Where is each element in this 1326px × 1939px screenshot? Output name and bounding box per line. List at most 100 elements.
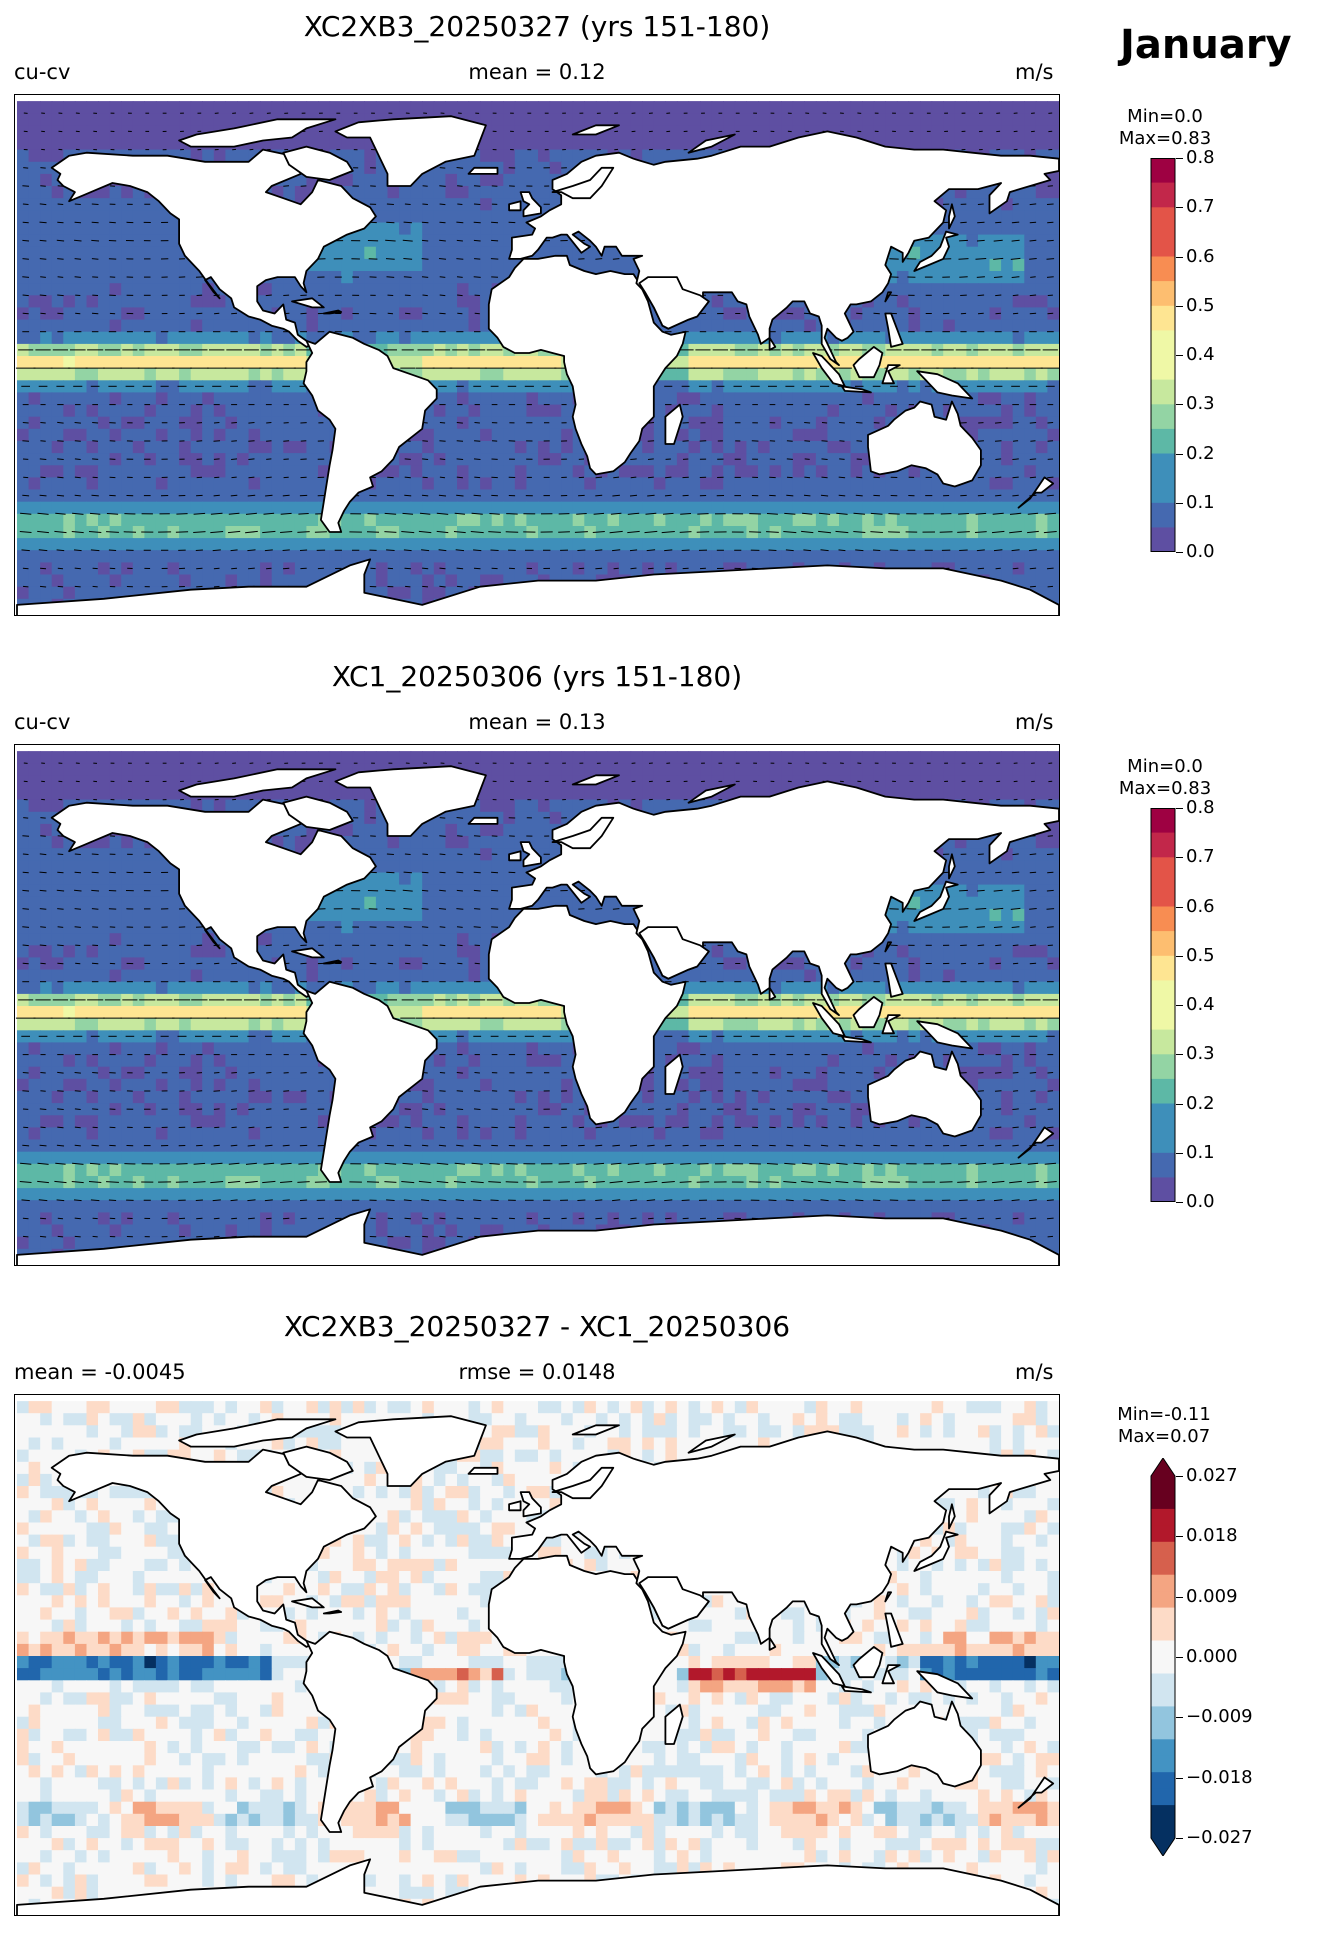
colorbar-tick-mark (1176, 1838, 1183, 1839)
colorbar-tick-label: 0.018 (1186, 1525, 1238, 1547)
landmasses (16, 115, 1059, 615)
colorbar-tick-mark (1176, 1202, 1183, 1203)
new-zealand-landmass (1017, 1126, 1055, 1159)
africa-landmass (487, 254, 687, 476)
uk-landmass (519, 191, 542, 218)
panel-1-cb-min: Min=0.0 (1127, 106, 1203, 127)
south-america-landmass (302, 1630, 438, 1833)
colorbar-tick-label: 0.6 (1186, 245, 1215, 267)
colorbar-tick-mark (1176, 1777, 1183, 1779)
antarctica-landmass (16, 558, 1059, 615)
arctic-islands-landmass (178, 768, 337, 798)
colorbar-tick-mark (1176, 1657, 1183, 1658)
philippines-landmass (884, 1612, 904, 1648)
hispaniola-landmass (322, 1609, 343, 1615)
eurasia-landmass (508, 780, 1059, 1017)
sakhalin-landmass (948, 1503, 956, 1530)
colorbar-tick-label: 0.3 (1186, 393, 1215, 415)
colorbar-tick-mark (1176, 1536, 1183, 1538)
sulawesi-landmass (881, 364, 901, 385)
velocity-arrows (15, 762, 1059, 1238)
panel-1-colorbar (1150, 158, 1176, 552)
java-landmass (841, 1685, 872, 1694)
panel-1-units: m/s (1015, 60, 1054, 84)
colorbar-tick-label: 0.7 (1186, 846, 1215, 868)
sri-lanka-landmass (768, 336, 777, 351)
north-america-landmass (50, 798, 377, 998)
africa-landmass (487, 1554, 687, 1776)
baffin-landmass (282, 145, 354, 181)
colorbar-tick-label: 0.1 (1186, 1141, 1215, 1163)
madagascar-landmass (664, 1053, 684, 1095)
colorbar-tick-label: 0.2 (1186, 442, 1215, 464)
arabia-landmass (638, 1576, 710, 1630)
colorbar-tick-mark (1176, 955, 1183, 957)
greenland-landmass (334, 115, 487, 187)
madagascar-landmass (664, 1703, 684, 1745)
colorbar-tick-mark (1176, 1476, 1183, 1477)
scandinavia-fix-landmass (551, 166, 615, 200)
colorbar-tick-mark (1176, 158, 1183, 159)
cuba-landmass (291, 947, 325, 959)
colorbar-tick-mark (1176, 355, 1183, 356)
panel-3-colorbar (1150, 1458, 1176, 1856)
svalbard-landmass (571, 774, 620, 786)
arabia-landmass (638, 276, 710, 330)
java-landmass (841, 385, 872, 394)
taiwan-landmass (884, 291, 892, 303)
ireland-landmass (508, 200, 522, 212)
taiwan-landmass (884, 1591, 892, 1603)
colorbar-tick-label: 0.8 (1186, 147, 1215, 168)
new-zealand-landmass (1017, 1776, 1055, 1809)
iceland-landmass (467, 1466, 499, 1475)
landmasses (16, 765, 1059, 1265)
taiwan-landmass (884, 941, 892, 953)
baffin-landmass (282, 795, 354, 831)
svalbard-landmass (571, 124, 620, 136)
new-guinea-landmass (916, 1670, 974, 1700)
panel-3-map (14, 1394, 1060, 1916)
panel-1-colorbar-range: Min=0.0 Max=0.83 (1100, 106, 1230, 150)
panel-3-rmse-label: rmse = 0.0148 (458, 1360, 616, 1384)
north-america-landmass (50, 1448, 377, 1648)
month-title: January (1120, 22, 1292, 68)
japan-landmass (913, 1530, 959, 1572)
antarctica-landmass (16, 1208, 1059, 1265)
madagascar-landmass (664, 403, 684, 445)
iceland-landmass (467, 816, 499, 825)
borneo-landmass (852, 1645, 884, 1679)
sulawesi-landmass (881, 1014, 901, 1035)
colorbar-tick-label: 0.6 (1186, 895, 1215, 917)
colorbar-tick-mark (1176, 1596, 1183, 1598)
antarctica-landmass (16, 1858, 1059, 1915)
colorbar-tick-mark (1176, 808, 1183, 809)
novaya-zemlya-landmass (687, 783, 736, 804)
panel-1-left-label: cu-cv (14, 60, 71, 84)
colorbar-tick-label: −0.018 (1186, 1766, 1253, 1788)
colorbar-tick-label: 0.5 (1186, 944, 1215, 966)
eurasia-landmass (508, 130, 1059, 367)
new-guinea-landmass (916, 370, 974, 400)
panel-1-mean-label: mean = 0.12 (468, 60, 606, 84)
colorbar-tick-label: 0.027 (1186, 1465, 1238, 1486)
sri-lanka-landmass (768, 986, 777, 1001)
philippines-landmass (884, 962, 904, 998)
arctic-islands-landmass (178, 118, 337, 148)
colorbar-tick-label: 0.1 (1186, 491, 1215, 513)
colorbar-tick-mark (1176, 857, 1183, 859)
panel-2-map (14, 744, 1060, 1266)
colorbar-tick-mark (1176, 1005, 1183, 1006)
colorbar-tick-label: 0.4 (1186, 994, 1215, 1015)
uk-landmass (519, 841, 542, 868)
colorbar-tick-label: 0.009 (1186, 1585, 1238, 1607)
arctic-islands-landmass (178, 1418, 337, 1448)
colorbar-tick-label: 0.3 (1186, 1043, 1215, 1065)
colorbar-tick-label: 0.7 (1186, 196, 1215, 218)
borneo-landmass (852, 995, 884, 1029)
ireland-landmass (508, 1500, 522, 1512)
novaya-zemlya-landmass (687, 1433, 736, 1454)
colorbar-tick-mark (1176, 552, 1183, 553)
colorbar-tick-mark (1176, 256, 1183, 258)
colorbar-tick-mark (1176, 207, 1183, 209)
sulawesi-landmass (881, 1664, 901, 1685)
